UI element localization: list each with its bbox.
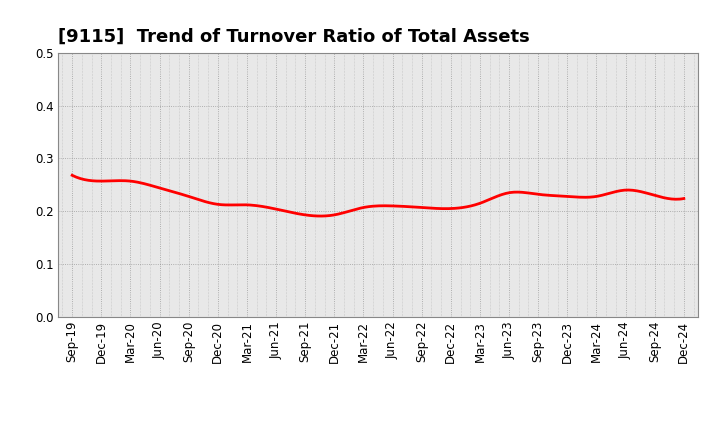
Text: [9115]  Trend of Turnover Ratio of Total Assets: [9115] Trend of Turnover Ratio of Total … (58, 28, 529, 46)
